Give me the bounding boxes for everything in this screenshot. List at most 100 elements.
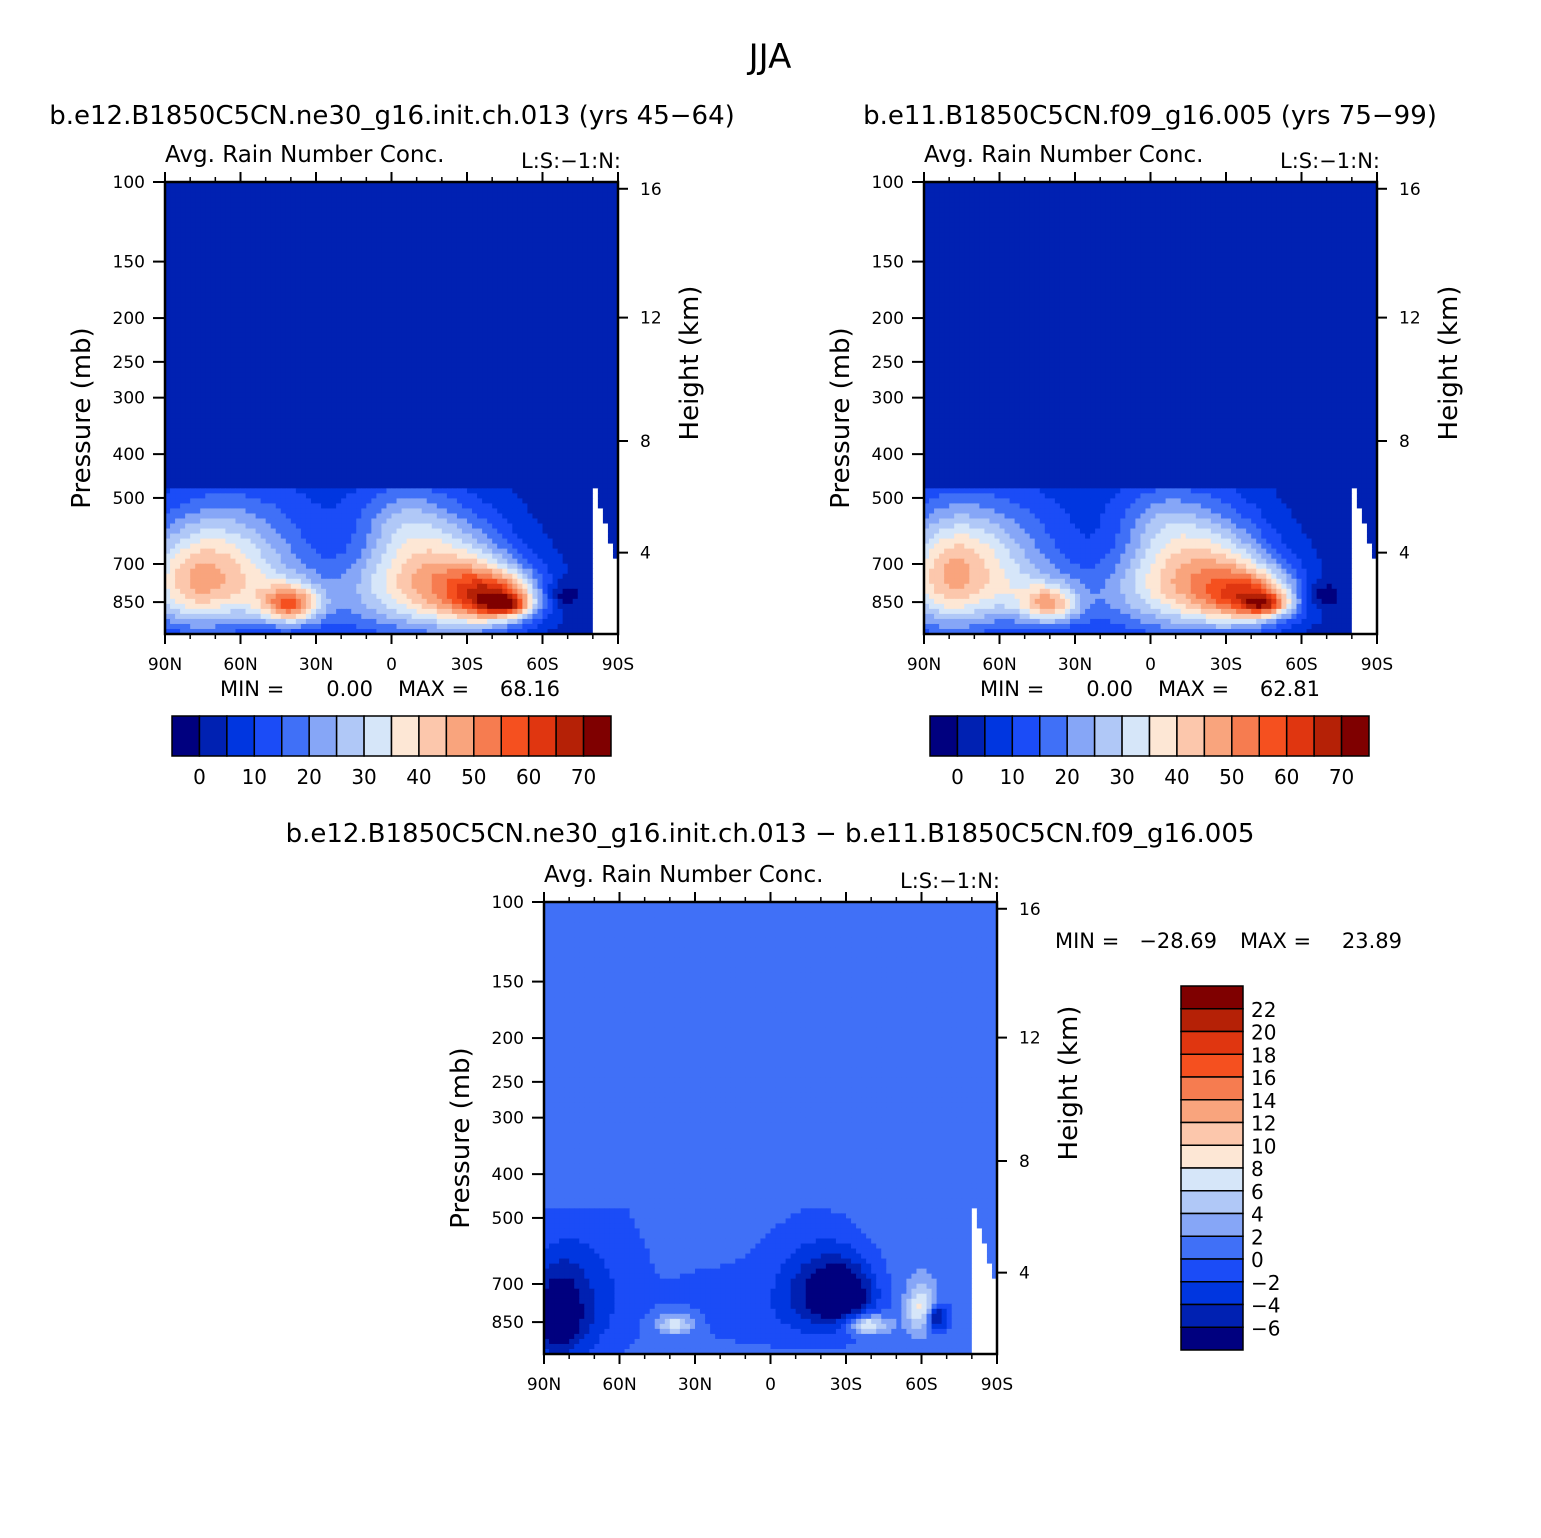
field-cell <box>175 272 181 279</box>
field-cell <box>612 242 618 248</box>
field-cell <box>542 397 549 404</box>
field-cell <box>547 367 554 374</box>
field-cell <box>487 187 493 193</box>
field-cell <box>346 197 352 203</box>
field-cell <box>446 367 453 374</box>
field-cell <box>220 337 226 344</box>
field-cell <box>321 402 327 409</box>
field-cell <box>316 292 322 299</box>
field-cell <box>527 312 534 319</box>
field-cell <box>321 292 327 299</box>
field-cell <box>185 312 191 319</box>
field-cell <box>361 237 367 243</box>
field-cell <box>487 428 493 434</box>
contour-field <box>165 182 618 634</box>
field-cell <box>386 197 393 203</box>
field-cell <box>210 428 216 434</box>
field-cell <box>180 287 186 294</box>
field-cell <box>300 307 307 314</box>
field-cell <box>366 372 372 379</box>
field-cell <box>170 232 176 238</box>
field-cell <box>552 347 559 354</box>
field-cell <box>240 387 247 394</box>
field-cell <box>567 307 574 314</box>
field-cell <box>275 408 282 414</box>
field-cell <box>477 277 483 284</box>
field-cell <box>215 438 221 444</box>
field-cell <box>165 352 171 359</box>
field-cell <box>542 267 549 273</box>
field-cell <box>582 327 589 334</box>
field-cell <box>612 317 618 324</box>
field-cell <box>220 438 226 444</box>
field-cell <box>602 197 609 203</box>
field-cell <box>341 367 347 374</box>
field-cell <box>431 387 438 394</box>
field-cell <box>446 362 453 369</box>
field-cell <box>547 307 554 314</box>
field-cell <box>411 292 418 299</box>
field-cell <box>250 277 257 284</box>
field-cell <box>205 277 211 284</box>
field-cell <box>245 272 252 279</box>
field-cell <box>305 227 312 233</box>
field-cell <box>472 453 478 459</box>
field-cell <box>477 332 483 339</box>
field-cell <box>522 357 528 364</box>
field-cell <box>577 247 584 253</box>
field-cell <box>280 337 287 344</box>
field-cell <box>366 252 372 258</box>
field-cell <box>210 247 216 253</box>
field-cell <box>431 453 438 459</box>
field-cell <box>190 352 196 359</box>
field-cell <box>522 247 528 253</box>
field-cell <box>305 352 312 359</box>
field-cell <box>371 302 377 309</box>
field-cell <box>321 192 327 198</box>
field-cell <box>285 257 292 263</box>
field-cell <box>240 247 247 253</box>
field-cell <box>542 197 549 203</box>
field-cell <box>250 438 257 444</box>
field-cell <box>295 257 302 263</box>
field-cell <box>406 448 413 454</box>
field-cell <box>497 277 503 284</box>
field-cell <box>497 307 503 314</box>
field-cell <box>260 302 267 309</box>
field-cell <box>361 307 367 314</box>
field-cell <box>597 387 604 394</box>
field-cell <box>295 397 302 404</box>
field-cell <box>451 438 458 444</box>
field-cell <box>250 207 257 213</box>
field-cell <box>300 352 307 359</box>
field-cell <box>492 227 498 233</box>
field-cell <box>502 267 508 273</box>
field-cell <box>300 458 307 464</box>
field-cell <box>431 372 438 379</box>
field-cell <box>331 418 337 424</box>
field-cell <box>577 428 584 434</box>
field-cell <box>371 217 377 223</box>
field-cell <box>180 428 186 434</box>
field-cell <box>497 287 503 294</box>
field-cell <box>190 337 196 344</box>
field-cell <box>537 197 544 203</box>
field-cell <box>336 367 342 374</box>
field-cell <box>265 217 272 223</box>
field-cell <box>295 197 302 203</box>
field-cell <box>562 332 569 339</box>
field-cell <box>170 192 176 198</box>
field-cell <box>577 377 584 384</box>
field-cell <box>587 282 594 289</box>
field-cell <box>356 192 362 198</box>
field-cell <box>441 262 448 268</box>
field-cell <box>255 322 262 329</box>
field-cell <box>467 212 473 218</box>
field-cell <box>446 372 453 379</box>
field-cell <box>421 413 428 419</box>
field-cell <box>557 222 564 228</box>
field-cell <box>376 458 383 464</box>
field-cell <box>557 387 564 394</box>
field-cell <box>210 212 216 218</box>
field-cell <box>310 237 317 243</box>
